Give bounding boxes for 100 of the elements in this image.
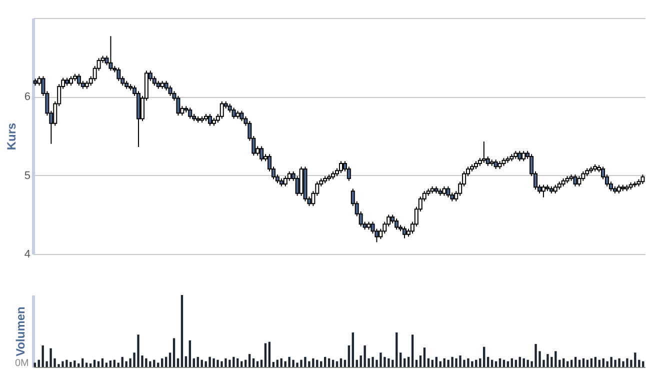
bar (66, 360, 68, 367)
bar (296, 362, 298, 367)
bar (348, 345, 350, 367)
bar (400, 352, 402, 367)
bar (494, 361, 498, 367)
bar (196, 356, 199, 367)
candlestick (220, 100, 224, 120)
text: 0M (14, 358, 29, 369)
bar (232, 356, 235, 367)
candlestick (522, 150, 526, 162)
bar (384, 356, 386, 367)
bar (447, 360, 450, 367)
bar (228, 360, 231, 367)
bar (324, 356, 326, 367)
candlestick (208, 113, 212, 126)
bar (121, 356, 124, 367)
bar (506, 361, 510, 367)
bar (109, 360, 112, 367)
bar (435, 356, 438, 367)
bar (642, 361, 644, 367)
candlestick (446, 186, 450, 198)
bar (268, 342, 271, 367)
candlestick (577, 176, 582, 187)
bar (388, 358, 390, 367)
candlestick (69, 76, 74, 86)
bar (554, 351, 557, 367)
candlestick (240, 110, 244, 122)
bar (455, 358, 458, 367)
bar (614, 360, 616, 367)
bar (212, 358, 215, 367)
bar (439, 361, 442, 367)
candlestick (116, 67, 121, 82)
bar (292, 360, 294, 367)
candlestick (541, 184, 546, 198)
bar (483, 346, 486, 367)
bar (240, 361, 243, 367)
bar (172, 338, 176, 367)
bar (518, 356, 521, 367)
bar (634, 352, 636, 367)
bar (396, 332, 398, 367)
bar (546, 354, 549, 367)
bar (304, 356, 306, 367)
bar (308, 361, 310, 367)
bar (486, 356, 490, 367)
bar (618, 358, 620, 367)
bar (85, 362, 88, 367)
bar (180, 295, 184, 367)
bar (224, 358, 227, 367)
bar (184, 356, 188, 367)
bar (42, 345, 44, 367)
bar (288, 356, 290, 367)
bar (70, 362, 72, 367)
candlestick (482, 141, 486, 164)
bar (380, 352, 382, 367)
bar (272, 362, 274, 367)
bar (137, 334, 140, 367)
bar (300, 360, 302, 367)
bar (216, 360, 219, 367)
candlestick (176, 95, 180, 116)
candlestick (394, 218, 399, 230)
bar (208, 356, 211, 367)
candlestick (168, 85, 172, 96)
bar (50, 348, 52, 367)
bar (626, 358, 628, 367)
bar (248, 354, 251, 367)
bar (145, 358, 148, 367)
bar (451, 356, 454, 367)
bar (364, 345, 366, 367)
candlestick (442, 186, 446, 196)
y-tick-label: 4 (24, 248, 30, 260)
bar (534, 344, 537, 367)
bar (622, 361, 624, 367)
bar (610, 356, 612, 367)
candlestick (232, 107, 236, 120)
bar (407, 356, 410, 367)
bar (34, 362, 36, 367)
candlestick (108, 36, 113, 72)
bar (62, 361, 64, 367)
bar (284, 361, 286, 367)
bar (467, 358, 470, 367)
y-axis-title: Volumen (14, 306, 28, 356)
bar (149, 361, 152, 367)
bar (97, 361, 100, 367)
bar (157, 362, 160, 367)
bar (566, 361, 569, 367)
candlestick (260, 146, 264, 162)
bar (125, 361, 128, 367)
bar (459, 355, 462, 367)
bar (264, 343, 267, 367)
bar (336, 361, 338, 367)
bar (74, 360, 76, 367)
bar (606, 361, 608, 367)
bar (320, 361, 322, 367)
candlestick (402, 226, 407, 239)
bar (423, 348, 426, 367)
bar (411, 334, 414, 367)
bar (526, 360, 529, 367)
candlestick (188, 107, 192, 120)
bar (188, 340, 192, 367)
bar (574, 356, 577, 367)
